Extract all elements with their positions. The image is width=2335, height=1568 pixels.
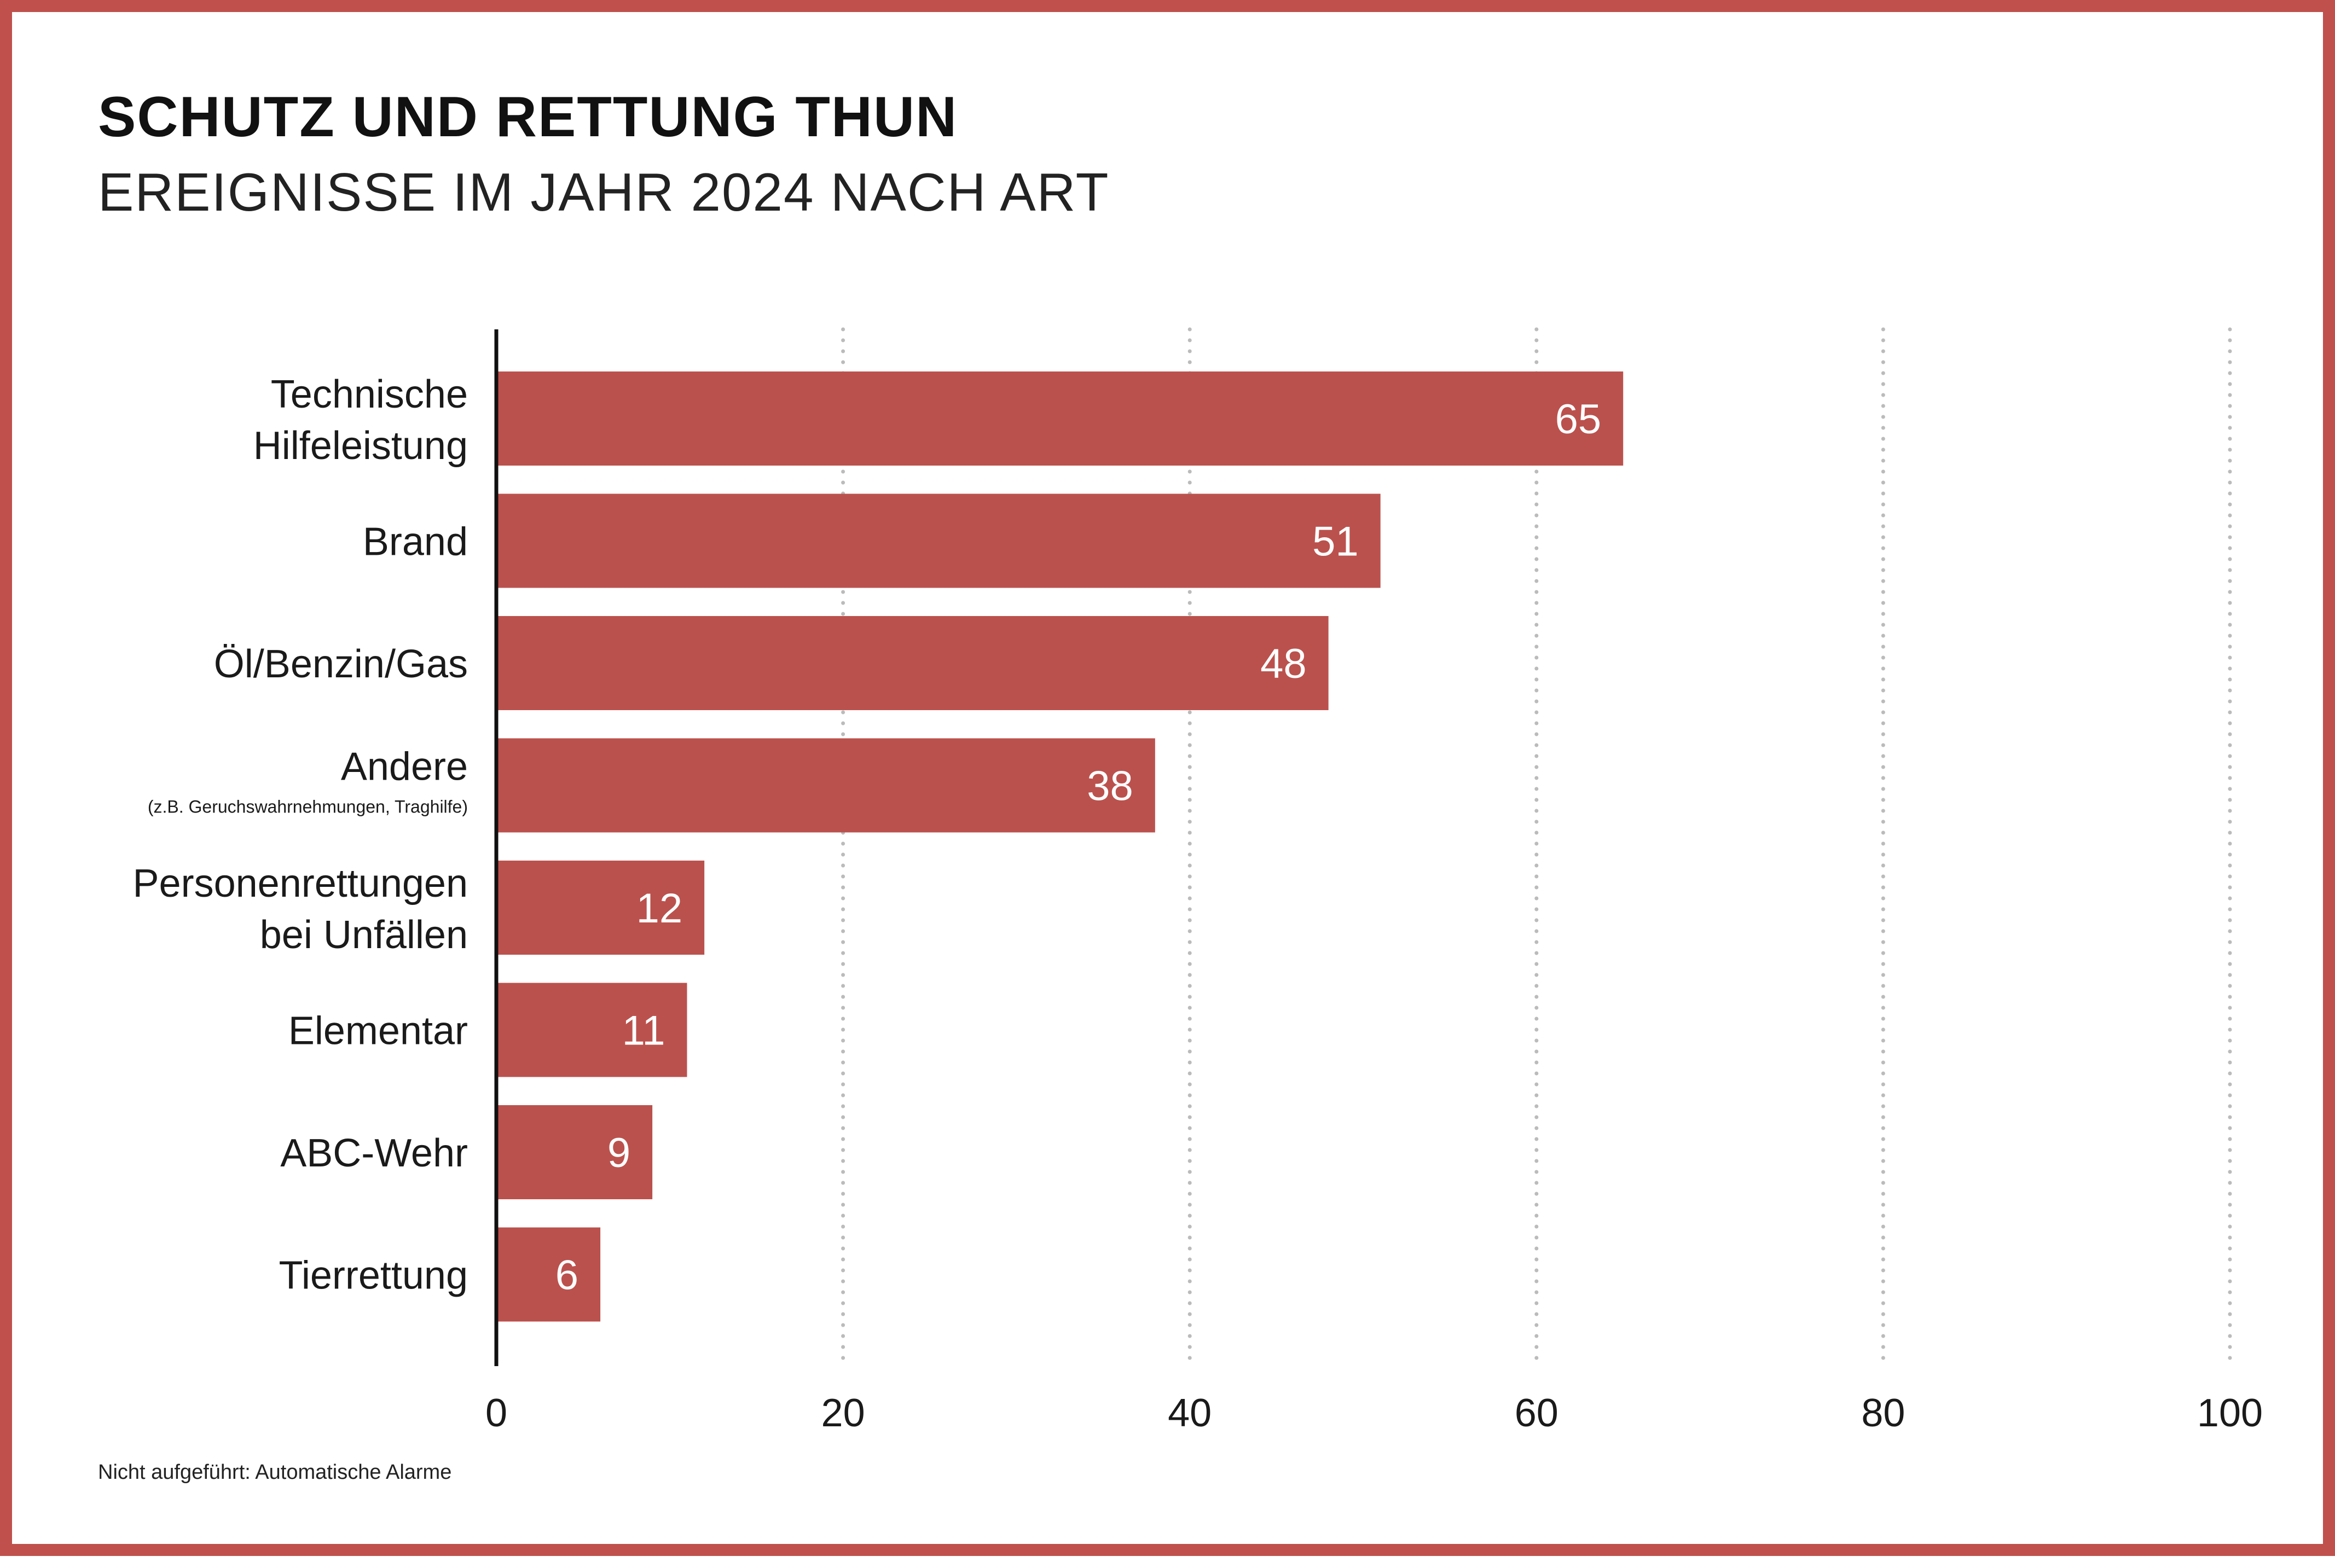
data-label: 65: [1555, 396, 1602, 443]
bar: [496, 983, 687, 1077]
bar: [496, 371, 1624, 466]
bar-chart: 65 51 48 38 12 11 9 6 Technische Hilfeleistung Br…: [133, 327, 2263, 1435]
category-note: (z.B. Geruchswahrnehmungen, Traghilfe): [148, 797, 468, 817]
category-label: Tierrettung: [279, 1254, 468, 1298]
bar: [496, 616, 1329, 710]
x-tick-label: 100: [2197, 1391, 2263, 1435]
x-axis-ticks: 0 20 40 60 80 100: [485, 1391, 2263, 1435]
category-label: bei Unfällen: [260, 913, 468, 957]
footnote: Nicht aufgeführt: Automatische Alarme: [98, 1461, 452, 1484]
bar: [496, 493, 1381, 588]
data-label: 6: [555, 1252, 578, 1299]
x-tick-label: 60: [1515, 1391, 1558, 1435]
bar: [496, 861, 705, 955]
bar: [496, 1227, 601, 1322]
category-label: Hilfeleistung: [253, 424, 468, 468]
bar: [496, 1105, 653, 1199]
bar: [496, 738, 1155, 833]
x-tick-label: 80: [1861, 1391, 1905, 1435]
x-tick-label: 20: [821, 1391, 865, 1435]
chart-subtitle: EREIGNISSE IM JAHR 2024 NACH ART: [98, 162, 1110, 222]
category-label: Technische: [271, 373, 468, 416]
x-tick-label: 40: [1168, 1391, 1212, 1435]
category-label: ABC-Wehr: [280, 1131, 468, 1175]
category-label: Elementar: [288, 1009, 468, 1053]
data-label: 38: [1087, 763, 1133, 810]
category-label: Brand: [363, 520, 468, 564]
category-label: Andere: [341, 745, 468, 789]
data-label: 12: [636, 885, 683, 932]
data-label: 48: [1260, 641, 1307, 687]
chart-title: SCHUTZ UND RETTUNG THUN: [98, 85, 958, 149]
x-tick-label: 0: [485, 1391, 507, 1435]
data-label: 51: [1312, 519, 1359, 565]
data-label: 9: [607, 1130, 630, 1176]
data-label: 11: [622, 1008, 665, 1054]
bars: 65 51 48 38 12 11 9 6: [496, 371, 1624, 1322]
category-label: Personenrettungen: [133, 862, 468, 905]
category-label: Öl/Benzin/Gas: [214, 642, 468, 686]
gridlines: [841, 327, 2232, 1368]
category-labels: Technische Hilfeleistung Brand Öl/Benzin/Ga…: [133, 373, 468, 1298]
